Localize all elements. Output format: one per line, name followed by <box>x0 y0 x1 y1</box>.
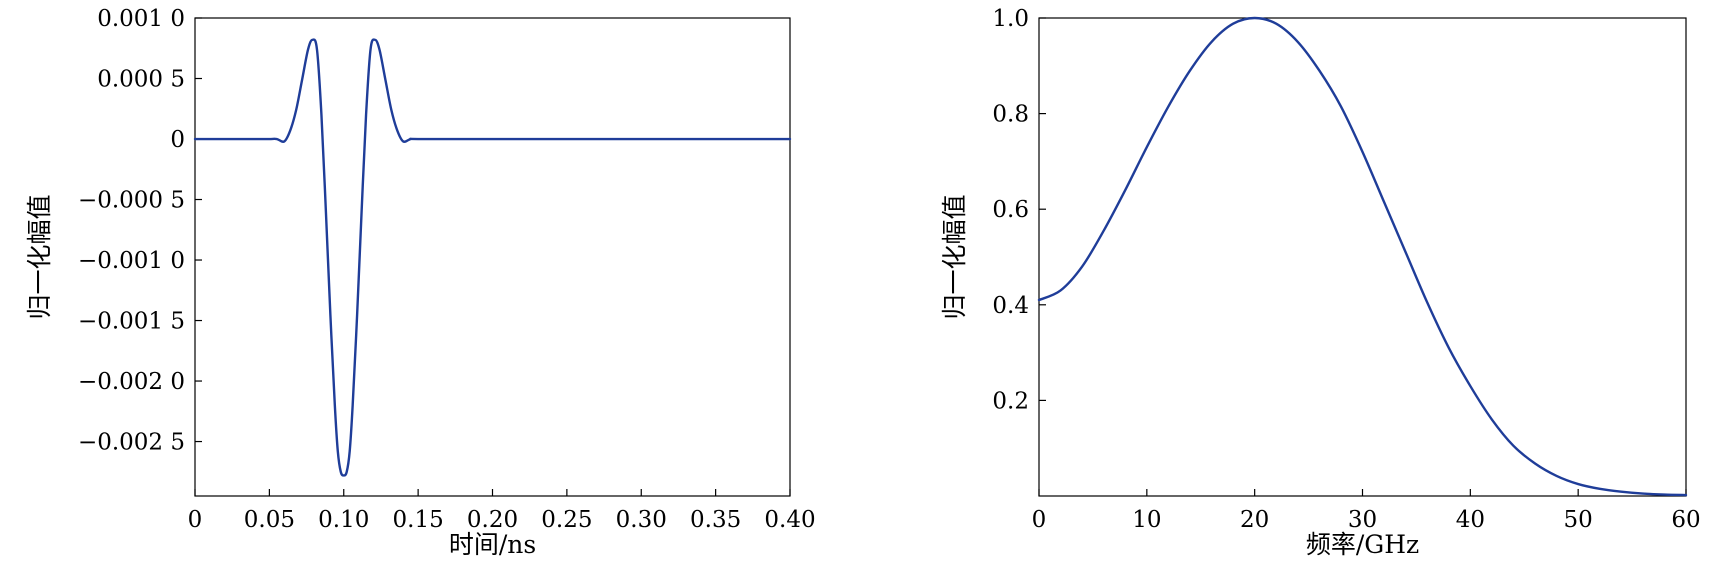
series-line <box>1037 16 1688 497</box>
y-tick-label: 1.0 <box>992 6 1029 32</box>
y-tick-label: −0.002 5 <box>78 430 185 456</box>
y-tick-label: 0 <box>170 127 185 153</box>
y-tick-label: 0.8 <box>992 102 1029 128</box>
plot-frame <box>1038 17 1687 497</box>
series-line <box>193 38 792 477</box>
x-tick-label: 0.15 <box>393 507 444 533</box>
x-tick-label: 0.10 <box>318 507 369 533</box>
y-tick-label: 0.4 <box>992 293 1029 319</box>
y-tick-label: −0.001 5 <box>78 309 185 335</box>
time-domain-chart: 0 0.05 0.10 0.15 0.20 0.25 0.30 0.35 0.40 0.001 0… <box>25 6 816 559</box>
y-tick-label: 0.6 <box>992 197 1029 223</box>
y-tick-label: 0.2 <box>992 388 1029 414</box>
y-tick-label: 0.001 0 <box>97 6 185 32</box>
x-axis-label: 频率/GHz <box>1306 530 1419 559</box>
y-tick-label: −0.000 5 <box>78 188 185 214</box>
x-tick-label: 0.40 <box>764 507 815 533</box>
x-tick-label: 0 <box>188 507 203 533</box>
x-tick-label: 30 <box>1348 507 1377 533</box>
x-tick-label: 50 <box>1564 507 1593 533</box>
x-tick-label: 0.30 <box>616 507 667 533</box>
y-tick-label: −0.001 0 <box>78 248 185 274</box>
x-tick-label: 60 <box>1671 507 1700 533</box>
x-tick-label: 0 <box>1032 507 1047 533</box>
y-axis-label: 归一化幅值 <box>25 194 54 319</box>
x-tick-label: 10 <box>1132 507 1161 533</box>
y-axis-label: 归一化幅值 <box>940 194 969 319</box>
frequency-domain-chart: 0 10 20 30 40 50 60 0.2 0.4 0.6 0.8 1.0 频率/GHz 归一化幅值 <box>940 6 1701 559</box>
x-axis-label: 时间/ns <box>449 530 536 559</box>
x-tick-label: 0.35 <box>690 507 741 533</box>
x-tick-label: 0.05 <box>244 507 295 533</box>
y-tick-label: −0.002 0 <box>78 369 185 395</box>
x-tick-label: 20 <box>1240 507 1269 533</box>
y-tick-label: 0.000 5 <box>97 67 185 93</box>
x-tick-label: 0.20 <box>467 507 518 533</box>
x-tick-label: 40 <box>1456 507 1485 533</box>
plot-frame <box>194 17 791 497</box>
x-tick-label: 0.25 <box>541 507 592 533</box>
